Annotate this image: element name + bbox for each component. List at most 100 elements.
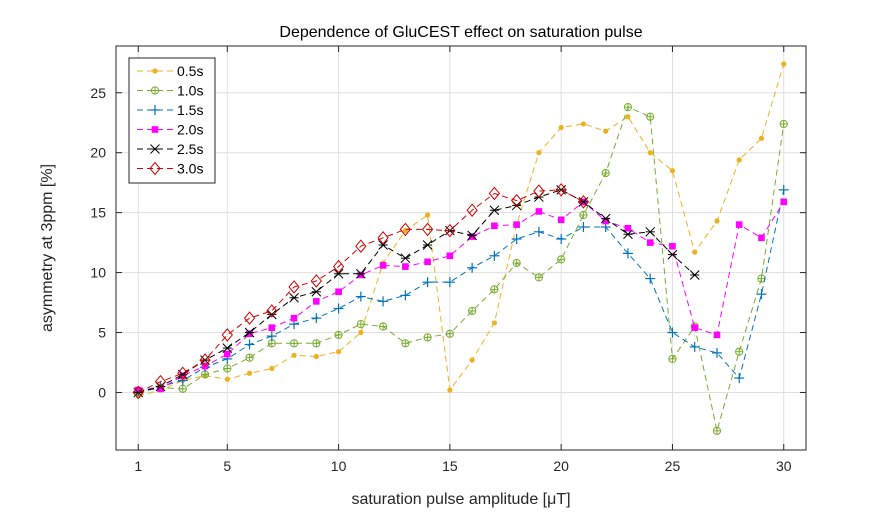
data-point xyxy=(333,303,344,314)
legend-item: 1.0s xyxy=(137,83,203,99)
data-point xyxy=(512,258,521,268)
data-point xyxy=(402,228,408,234)
series-line xyxy=(138,189,785,392)
data-point xyxy=(577,195,590,209)
data-point xyxy=(624,224,632,232)
data-point xyxy=(645,226,656,237)
data-point xyxy=(735,347,744,356)
data-point xyxy=(646,112,655,121)
data-point xyxy=(713,331,721,339)
x-tick-label: 1 xyxy=(134,458,142,474)
data-point xyxy=(689,270,700,280)
y-tick-label: 10 xyxy=(90,265,106,281)
legend-label: 1.5s xyxy=(177,102,203,118)
data-point xyxy=(778,184,789,195)
data-point xyxy=(467,230,477,241)
legend-label: 3.0s xyxy=(177,161,203,177)
data-point xyxy=(625,114,631,120)
data-point xyxy=(579,210,588,220)
y-tick-label: 20 xyxy=(90,145,106,161)
data-point xyxy=(177,366,189,381)
data-point xyxy=(266,309,277,320)
data-point xyxy=(488,186,501,201)
data-point xyxy=(422,277,433,288)
data-point xyxy=(555,183,567,197)
data-point xyxy=(533,184,545,198)
legend-item: 0.5s xyxy=(137,63,203,79)
data-point xyxy=(645,273,656,284)
data-point xyxy=(244,339,255,350)
data-point xyxy=(425,212,431,218)
data-point xyxy=(356,320,365,329)
data-point xyxy=(313,298,320,305)
data-point xyxy=(335,349,342,355)
data-point xyxy=(444,277,455,288)
data-point xyxy=(335,288,342,296)
series-line xyxy=(138,63,785,397)
x-tick-label: 25 xyxy=(665,458,681,474)
data-point xyxy=(736,157,742,163)
data-point xyxy=(535,208,543,215)
data-point xyxy=(667,327,678,338)
data-point xyxy=(468,233,476,240)
data-point xyxy=(178,384,187,393)
legend-marker xyxy=(150,144,160,154)
data-point xyxy=(378,296,389,307)
data-point xyxy=(667,249,678,260)
data-point xyxy=(268,324,276,332)
data-point xyxy=(421,222,434,237)
data-point xyxy=(132,385,144,400)
data-point xyxy=(423,333,432,342)
axes-background xyxy=(116,46,806,450)
data-point xyxy=(556,234,567,245)
data-point xyxy=(157,385,164,393)
data-point xyxy=(580,121,587,127)
data-point xyxy=(224,376,230,382)
data-point xyxy=(445,329,454,338)
data-point xyxy=(222,343,233,353)
data-point xyxy=(692,249,698,255)
data-point xyxy=(603,128,609,134)
data-point xyxy=(266,331,277,342)
data-point xyxy=(781,61,787,67)
data-point xyxy=(290,314,298,322)
data-point xyxy=(378,240,388,250)
data-point xyxy=(511,234,522,245)
data-point xyxy=(291,352,297,358)
data-point xyxy=(489,205,500,216)
legend-label: 0.5s xyxy=(177,63,203,79)
data-point xyxy=(357,271,365,279)
data-point xyxy=(489,250,500,261)
data-point xyxy=(622,248,633,259)
data-point xyxy=(466,203,478,218)
data-point xyxy=(689,341,700,352)
data-point xyxy=(288,280,300,294)
data-point xyxy=(714,218,720,224)
y-axis-label: asymmetry at 3ppm [%] xyxy=(39,164,56,332)
data-point xyxy=(756,289,767,300)
data-point xyxy=(269,365,275,372)
legend-item: 1.5s xyxy=(137,102,203,118)
data-point xyxy=(246,370,253,376)
series-layer xyxy=(132,61,789,435)
x-tick-label: 15 xyxy=(442,458,458,474)
data-point xyxy=(602,217,609,225)
data-point xyxy=(312,339,321,348)
data-point xyxy=(355,291,366,302)
data-point xyxy=(444,223,456,238)
data-point xyxy=(266,304,278,318)
y-tick-label: 5 xyxy=(98,325,106,341)
data-point xyxy=(422,240,433,250)
data-point xyxy=(379,262,387,269)
data-point xyxy=(647,150,653,156)
series-line xyxy=(138,189,696,393)
data-point xyxy=(601,168,610,178)
legend-item: 2.0s xyxy=(137,122,203,138)
data-point xyxy=(313,353,319,360)
data-point xyxy=(735,221,743,228)
data-point xyxy=(289,292,299,303)
data-point xyxy=(221,328,233,342)
x-tick-label: 20 xyxy=(553,458,569,474)
series-line xyxy=(138,201,785,391)
